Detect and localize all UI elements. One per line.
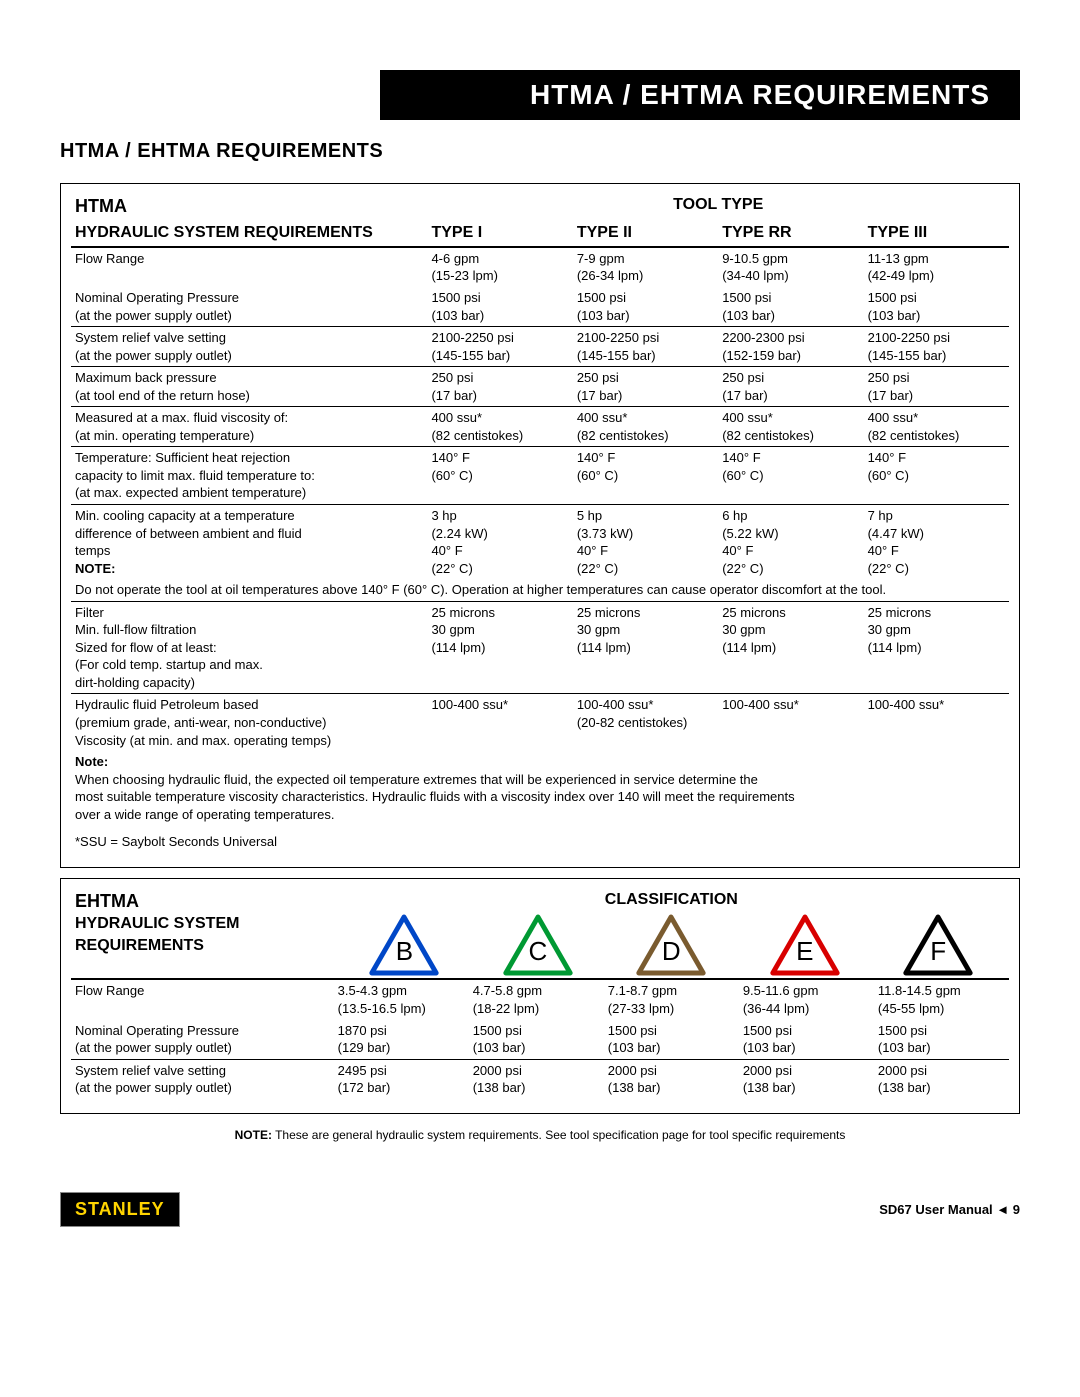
htma-row-label: Flow Range — [71, 247, 427, 287]
htma-cell: 250 psi(17 bar) — [864, 367, 1009, 407]
ehtma-cell: 4.7-5.8 gpm(18-22 lpm) — [469, 979, 604, 1019]
ehtma-row-label: Nominal Operating Pressure(at the power … — [71, 1020, 334, 1060]
footer-right: SD67 User Manual ◄ 9 — [879, 1202, 1020, 1217]
htma-table-container: HTMA TOOL TYPE HYDRAULIC SYSTEM REQUIREM… — [60, 183, 1020, 868]
htma-row-label: Nominal Operating Pressure(at the power … — [71, 287, 427, 327]
col-header-0: TYPE I — [427, 220, 572, 247]
ehtma-cell: 9.5-11.6 gpm(36-44 lpm) — [739, 979, 874, 1019]
ehtma-table-container: EHTMA HYDRAULIC SYSTEM REQUIREMENTS CLAS… — [60, 878, 1020, 1114]
htma-cell: 6 hp(5.22 kW)40° F(22° C) — [718, 505, 863, 580]
htma-cell: 250 psi(17 bar) — [573, 367, 718, 407]
ehtma-cell: 7.1-8.7 gpm(27-33 lpm) — [604, 979, 739, 1019]
col-header-1: TYPE II — [573, 220, 718, 247]
htma-cell: 1500 psi(103 bar) — [718, 287, 863, 327]
htma-cell: 7-9 gpm(26-34 lpm) — [573, 247, 718, 287]
htma-row-label: Temperature: Sufficient heat rejectionca… — [71, 447, 427, 505]
ehtma-row-label: Flow Range — [71, 979, 334, 1019]
htma-cell: 9-10.5 gpm(34-40 lpm) — [718, 247, 863, 287]
ehtma-cell: 1870 psi(129 bar) — [334, 1020, 469, 1060]
htma-cell: 2200-2300 psi(152-159 bar) — [718, 327, 863, 367]
ehtma-sub1: HYDRAULIC SYSTEM — [75, 913, 330, 935]
col-header-3: TYPE III — [864, 220, 1009, 247]
htma-cell: 400 ssu*(82 centistokes) — [864, 407, 1009, 447]
classification-triangle-c: C — [503, 914, 573, 976]
htma-row-label: Hydraulic fluid Petroleum based(premium … — [71, 694, 427, 751]
ehtma-cell: 1500 psi(103 bar) — [739, 1020, 874, 1060]
tool-type-label: TOOL TYPE — [577, 194, 860, 216]
htma-cell: 2100-2250 psi(145-155 bar) — [427, 327, 572, 367]
htma-cell: 25 microns30 gpm(114 lpm) — [864, 601, 1009, 694]
htma-cell: 100-400 ssu*(20-82 centistokes) — [573, 694, 718, 751]
htma-cell: 100-400 ssu* — [427, 694, 572, 751]
htma-cell: 5 hp(3.73 kW)40° F(22° C) — [573, 505, 718, 580]
htma-cell: 4-6 gpm(15-23 lpm) — [427, 247, 572, 287]
htma-cell: 1500 psi(103 bar) — [573, 287, 718, 327]
htma-cell: 2100-2250 psi(145-155 bar) — [864, 327, 1009, 367]
ehtma-cell: 3.5-4.3 gpm(13.5-16.5 lpm) — [334, 979, 469, 1019]
htma-cell: 1500 psi(103 bar) — [864, 287, 1009, 327]
ssu-note: *SSU = Saybolt Seconds Universal — [75, 833, 1005, 851]
htma-cell: 3 hp(2.24 kW)40° F(22° C) — [427, 505, 572, 580]
htma-row-label: FilterMin. full-flow filtrationSized for… — [71, 601, 427, 694]
col-header-2: TYPE RR — [718, 220, 863, 247]
section-title: HTMA / EHTMA REQUIREMENTS — [60, 140, 1020, 163]
ehtma-label: EHTMA — [75, 889, 330, 913]
htma-label: HTMA — [75, 194, 423, 218]
ehtma-cell: 11.8-14.5 gpm(45-55 lpm) — [874, 979, 1009, 1019]
htma-table: HTMA TOOL TYPE HYDRAULIC SYSTEM REQUIREM… — [71, 192, 1009, 853]
htma-row-label: System relief valve setting(at the power… — [71, 327, 427, 367]
ehtma-cell: 1500 psi(103 bar) — [469, 1020, 604, 1060]
ehtma-sub2: REQUIREMENTS — [75, 935, 330, 957]
htma-cell: 400 ssu*(82 centistokes) — [573, 407, 718, 447]
header-bar: HTMA / EHTMA REQUIREMENTS — [380, 70, 1020, 120]
htma-cell: 140° F(60° C) — [427, 447, 572, 505]
classification-triangle-b: B — [369, 914, 439, 976]
htma-row-label: Maximum back pressure(at tool end of the… — [71, 367, 427, 407]
htma-cell: 250 psi(17 bar) — [427, 367, 572, 407]
ehtma-cell: 1500 psi(103 bar) — [874, 1020, 1009, 1060]
htma-cell: 140° F(60° C) — [718, 447, 863, 505]
htma-row-label: Measured at a max. fluid viscosity of:(a… — [71, 407, 427, 447]
htma-row-note: Do not operate the tool at oil temperatu… — [71, 579, 1009, 601]
htma-cell: 2100-2250 psi(145-155 bar) — [573, 327, 718, 367]
ehtma-cell: 1500 psi(103 bar) — [604, 1020, 739, 1060]
bottom-page-note: NOTE: These are general hydraulic system… — [60, 1128, 1020, 1142]
htma-cell: 7 hp(4.47 kW)40° F(22° C) — [864, 505, 1009, 580]
htma-bottom-note-1: most suitable temperature viscosity char… — [75, 788, 1005, 806]
htma-row-label: Min. cooling capacity at a temperaturedi… — [71, 505, 427, 580]
htma-cell: 1500 psi(103 bar) — [427, 287, 572, 327]
ehtma-table: EHTMA HYDRAULIC SYSTEM REQUIREMENTS CLAS… — [71, 887, 1009, 1099]
ehtma-row-label: System relief valve setting(at the power… — [71, 1059, 334, 1099]
stanley-logo: STANLEY — [60, 1192, 180, 1227]
htma-cell: 250 psi(17 bar) — [718, 367, 863, 407]
classification-label: CLASSIFICATION — [338, 889, 1005, 911]
ehtma-cell: 2495 psi(172 bar) — [334, 1059, 469, 1099]
htma-cell: 25 microns30 gpm(114 lpm) — [427, 601, 572, 694]
htma-bottom-note-0: When choosing hydraulic fluid, the expec… — [75, 771, 1005, 789]
htma-bottom-note-label: Note: — [75, 753, 1005, 771]
ehtma-cell: 2000 psi(138 bar) — [739, 1059, 874, 1099]
classification-triangle-e: E — [770, 914, 840, 976]
htma-cell: 25 microns30 gpm(114 lpm) — [718, 601, 863, 694]
classification-triangle-f: F — [903, 914, 973, 976]
htma-cell: 11-13 gpm(42-49 lpm) — [864, 247, 1009, 287]
htma-cell: 25 microns30 gpm(114 lpm) — [573, 601, 718, 694]
htma-cell: 140° F(60° C) — [864, 447, 1009, 505]
ehtma-cell: 2000 psi(138 bar) — [874, 1059, 1009, 1099]
classification-triangle-d: D — [636, 914, 706, 976]
ehtma-cell: 2000 psi(138 bar) — [469, 1059, 604, 1099]
htma-subtitle: HYDRAULIC SYSTEM REQUIREMENTS — [75, 222, 423, 244]
htma-bottom-note-2: over a wide range of operating temperatu… — [75, 806, 1005, 824]
htma-cell: 100-400 ssu* — [718, 694, 863, 751]
htma-cell: 100-400 ssu* — [864, 694, 1009, 751]
page-footer: STANLEY SD67 User Manual ◄ 9 — [0, 1172, 1080, 1257]
htma-cell: 400 ssu*(82 centistokes) — [427, 407, 572, 447]
ehtma-cell: 2000 psi(138 bar) — [604, 1059, 739, 1099]
htma-cell: 140° F(60° C) — [573, 447, 718, 505]
htma-cell: 400 ssu*(82 centistokes) — [718, 407, 863, 447]
